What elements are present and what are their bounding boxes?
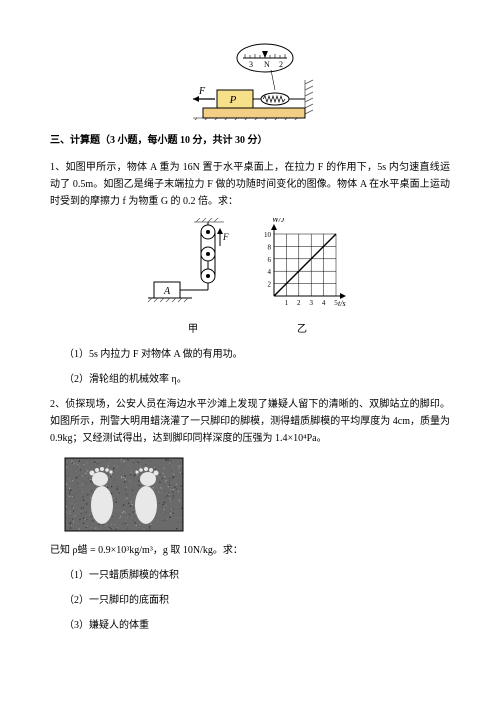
svg-text:4: 4	[268, 268, 272, 276]
q2-sub2: （2）一只脚印的底面积	[64, 592, 450, 609]
label-P: P	[229, 94, 237, 106]
figure-top: P F 3 N 2	[185, 40, 315, 120]
svg-text:6: 6	[268, 256, 272, 264]
caption-jia: 甲	[148, 321, 238, 338]
svg-text:4: 4	[322, 299, 326, 307]
q2-text: 2、侦探现场，公安人员在海边水平沙滩上发现了嫌疑人留下的清晰的、双脚站立的脚印。…	[50, 396, 450, 447]
section-title: 三、计算题（3 小题，每小题 10 分，共计 30 分）	[50, 132, 450, 149]
svg-text:t/s: t/s	[338, 299, 346, 308]
q1-figures: F A 甲 12345246810W/Jt/s 乙	[50, 218, 450, 338]
jia-F: F	[222, 232, 229, 242]
scale-right: 2	[279, 60, 283, 69]
figure-footprint	[64, 457, 184, 532]
svg-text:8: 8	[268, 243, 272, 251]
label-F: F	[198, 86, 206, 97]
jia-A: A	[163, 286, 171, 297]
q1-text: 1、如图甲所示，物体 A 重为 16N 置于水平桌面上，在拉力 F 的作用下，5…	[50, 159, 450, 210]
svg-text:3: 3	[309, 299, 313, 307]
svg-text:1: 1	[285, 299, 289, 307]
svg-text:2: 2	[268, 281, 272, 289]
q1-sub1: （1）5s 内拉力 F 对物体 A 做的有用功。	[64, 346, 450, 363]
q1-sub2: （2）滑轮组的机械效率 η。	[64, 371, 450, 388]
svg-text:2: 2	[297, 299, 301, 307]
figure-yi: 12345246810W/Jt/s	[252, 218, 352, 313]
scale-unit: N	[264, 60, 270, 69]
figure-jia: F A	[148, 218, 238, 313]
scale-left: 3	[249, 60, 253, 69]
q2-given: 已知 ρ蜡 = 0.9×10³kg/m³，g 取 10N/kg。求：	[50, 542, 450, 559]
svg-text:W/J: W/J	[272, 218, 285, 224]
caption-yi: 乙	[252, 321, 352, 338]
q2-sub1: （1）一只蜡质脚模的体积	[64, 567, 450, 584]
q2-sub3: （3）嫌疑人的体重	[64, 617, 450, 634]
svg-text:10: 10	[264, 231, 272, 239]
